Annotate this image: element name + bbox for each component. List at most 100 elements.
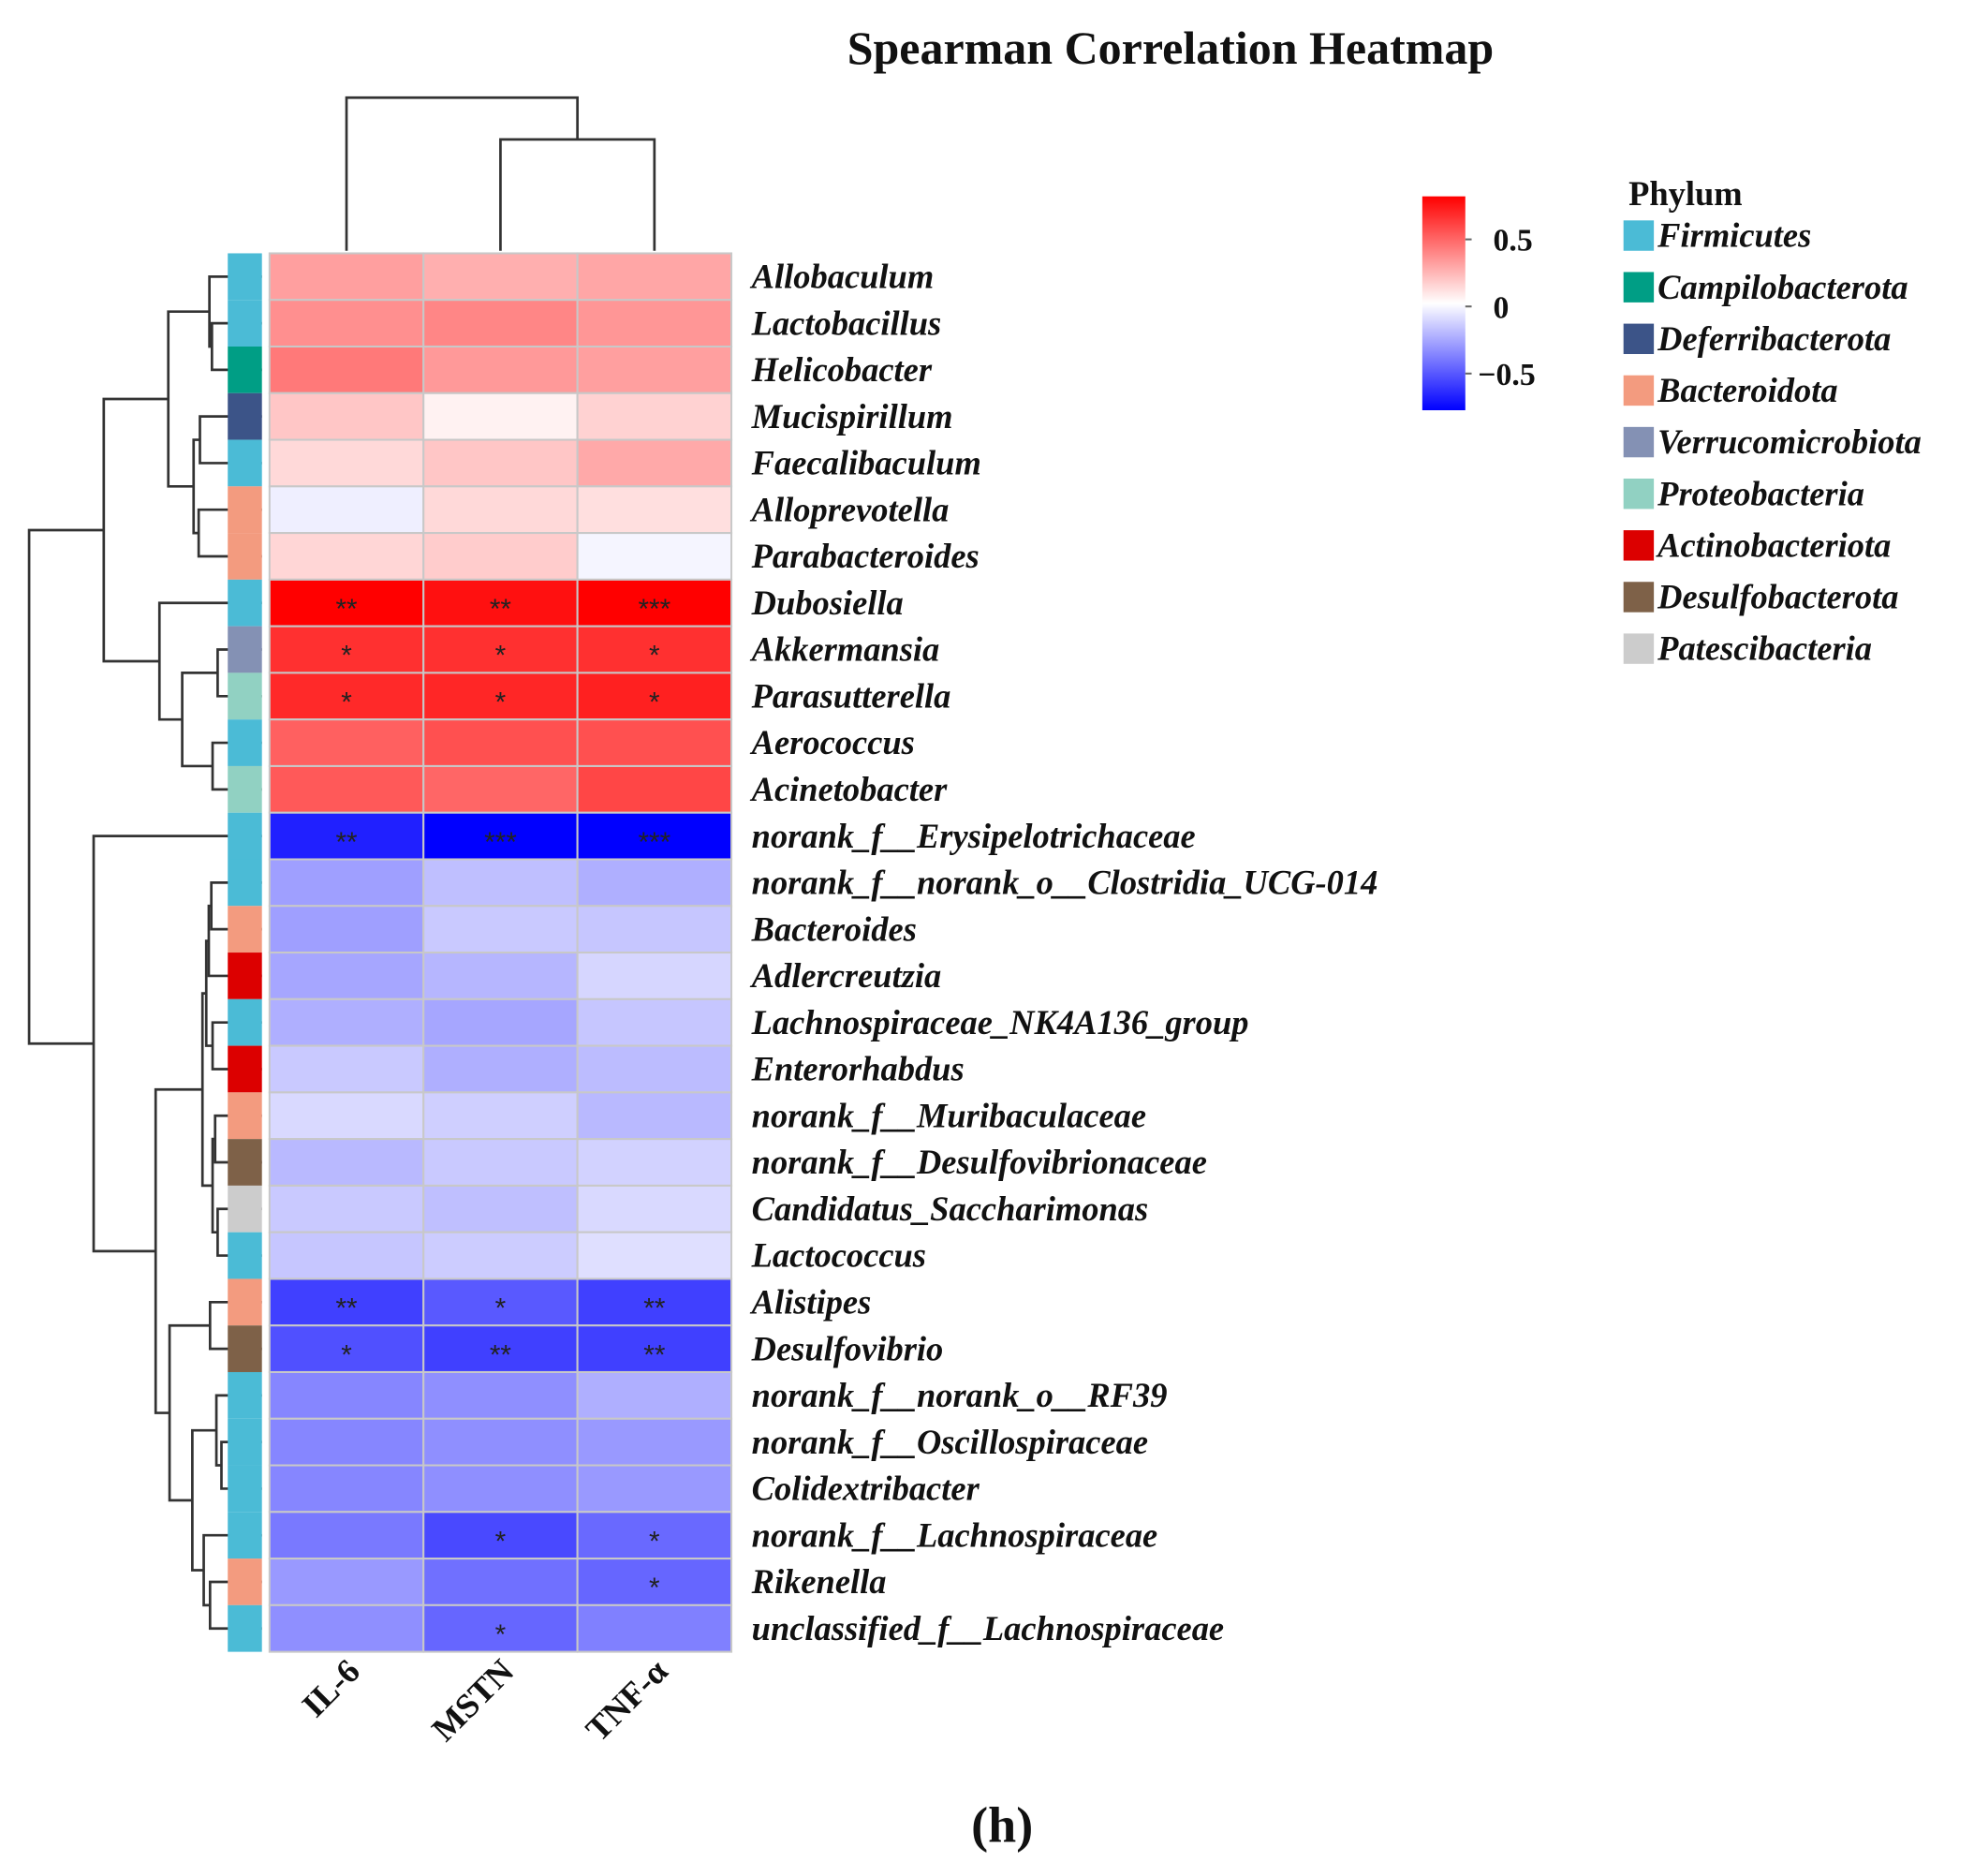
significance-mark: * [495,1293,507,1324]
heatmap-cell [422,1558,579,1606]
heatmap-cell [268,625,425,674]
phylum-annotation-cell [228,812,262,860]
heatmap-cell [576,1278,733,1327]
legend-swatch [1623,530,1655,561]
significance-mark: * [341,687,352,718]
heatmap-cell [268,345,425,394]
row-label: norank_f__norank_o__RF39 [752,1376,1168,1414]
row-label: Mucispirillum [751,397,953,436]
legend-label: Deferribacterota [1657,319,1891,358]
phylum-annotation-cell [228,300,262,347]
heatmap-cell [268,1278,425,1327]
heatmap-cell [422,345,579,394]
row-label: Lachnospiraceae_NK4A136_group [751,1003,1249,1041]
column-labels: IL-6 MSTN TNF-α [294,1651,675,1749]
heatmap-cell [576,764,733,814]
legend-label: Verrucomicrobiota [1657,422,1922,461]
heatmap-cell [268,252,425,302]
heatmap-cell [576,438,733,488]
heatmap-cell [422,1184,579,1233]
colorbar-tick-label: 0.5 [1494,224,1533,259]
heatmap-cell [576,1511,733,1560]
heatmap-cell [576,345,733,394]
row-label: Alloprevotella [750,490,950,528]
heatmap-cell [422,578,579,628]
phylum-annotation-cell [228,347,262,393]
heatmap-cell [268,1138,425,1187]
dendrogram-branch [168,1323,211,1502]
heatmap-cell [576,1370,733,1420]
heatmap-cell [268,858,425,908]
heatmap-cell [422,1044,579,1094]
significance-mark: * [495,641,507,672]
row-label: Lactobacillus [751,303,942,342]
colorbar: 0.5 0 −0.5 [1422,196,1536,411]
phylum-annotation-cell [228,1232,262,1279]
phylum-annotation-cell [228,1465,262,1513]
significance-mark: * [649,687,660,718]
row-label: Allobaculum [750,258,935,296]
row-label: Adlercreutzia [750,956,942,995]
row-label: Desulfovibrio [751,1329,944,1367]
heatmap-cell [576,299,733,348]
legend-swatch [1623,272,1655,303]
row-label: Acinetobacter [750,770,948,808]
heatmap-cell [422,764,579,814]
significance-mark: ** [643,1339,666,1370]
row-label: norank_f__Oscillospiraceae [752,1423,1148,1461]
heatmap-cell [268,905,425,954]
significance-mark: * [341,1339,352,1370]
heatmap-cell [422,672,579,721]
heatmap-cell [576,1464,733,1514]
heatmap-cell [576,997,733,1047]
heatmap-cell [422,532,579,581]
phylum-annotation-cell [228,486,262,534]
phylum-annotation-bar [228,253,262,1652]
chart-title: Spearman Correlation Heatmap [847,22,1494,74]
row-label: Helicobacter [751,350,933,389]
significance-mark: ** [335,594,358,625]
significance-mark: *** [638,594,670,625]
significance-mark: * [495,1619,507,1650]
heatmap-cell [268,1464,425,1514]
phylum-annotation-cell [228,439,262,487]
heatmap-cell [268,1184,425,1233]
heatmap-cell [576,1324,733,1374]
significance-mark: * [495,687,507,718]
heatmap-cell [422,252,579,302]
dendrogram-branch [167,310,210,488]
heatmap-cell [576,811,733,861]
heatmap-cell [422,438,579,488]
row-label: Parabacteroides [751,537,980,575]
row-label: Enterorhabdus [751,1050,965,1088]
dendrogram-branch [499,138,656,251]
row-label: Colidextribacter [752,1470,980,1508]
heatmap-cell [422,1324,579,1374]
legend-swatch [1623,633,1655,664]
phylum-annotation-cell [228,953,262,999]
phylum-annotation-cell [228,533,262,580]
row-label: Akkermansia [750,630,940,669]
colorbar-gradient [1422,196,1466,411]
heatmap-cell [576,1231,733,1280]
phylum-annotation-cell [228,1418,262,1466]
row-label: Faecalibaculum [751,444,981,482]
heatmap-cell [268,299,425,348]
heatmap-cell [268,952,425,1000]
heatmap-cell [268,532,425,581]
significance-mark: *** [484,827,517,858]
legend-label: Bacteroidota [1657,371,1837,409]
significance-mark: * [649,641,660,672]
row-label: Candidatus_Saccharimonas [752,1189,1149,1228]
colorbar-tick-label: −0.5 [1478,358,1535,392]
heatmap-cell [576,1603,733,1653]
heatmap-cell [576,391,733,441]
legend-label: Desulfobacterota [1657,578,1898,616]
phylum-annotation-cell [228,1558,262,1605]
heatmap-cell [268,997,425,1047]
phylum-annotation-cell [228,1371,262,1419]
phylum-annotation-cell [228,765,262,813]
heatmap-cell [268,1603,425,1653]
row-label: Lactococcus [751,1236,926,1275]
